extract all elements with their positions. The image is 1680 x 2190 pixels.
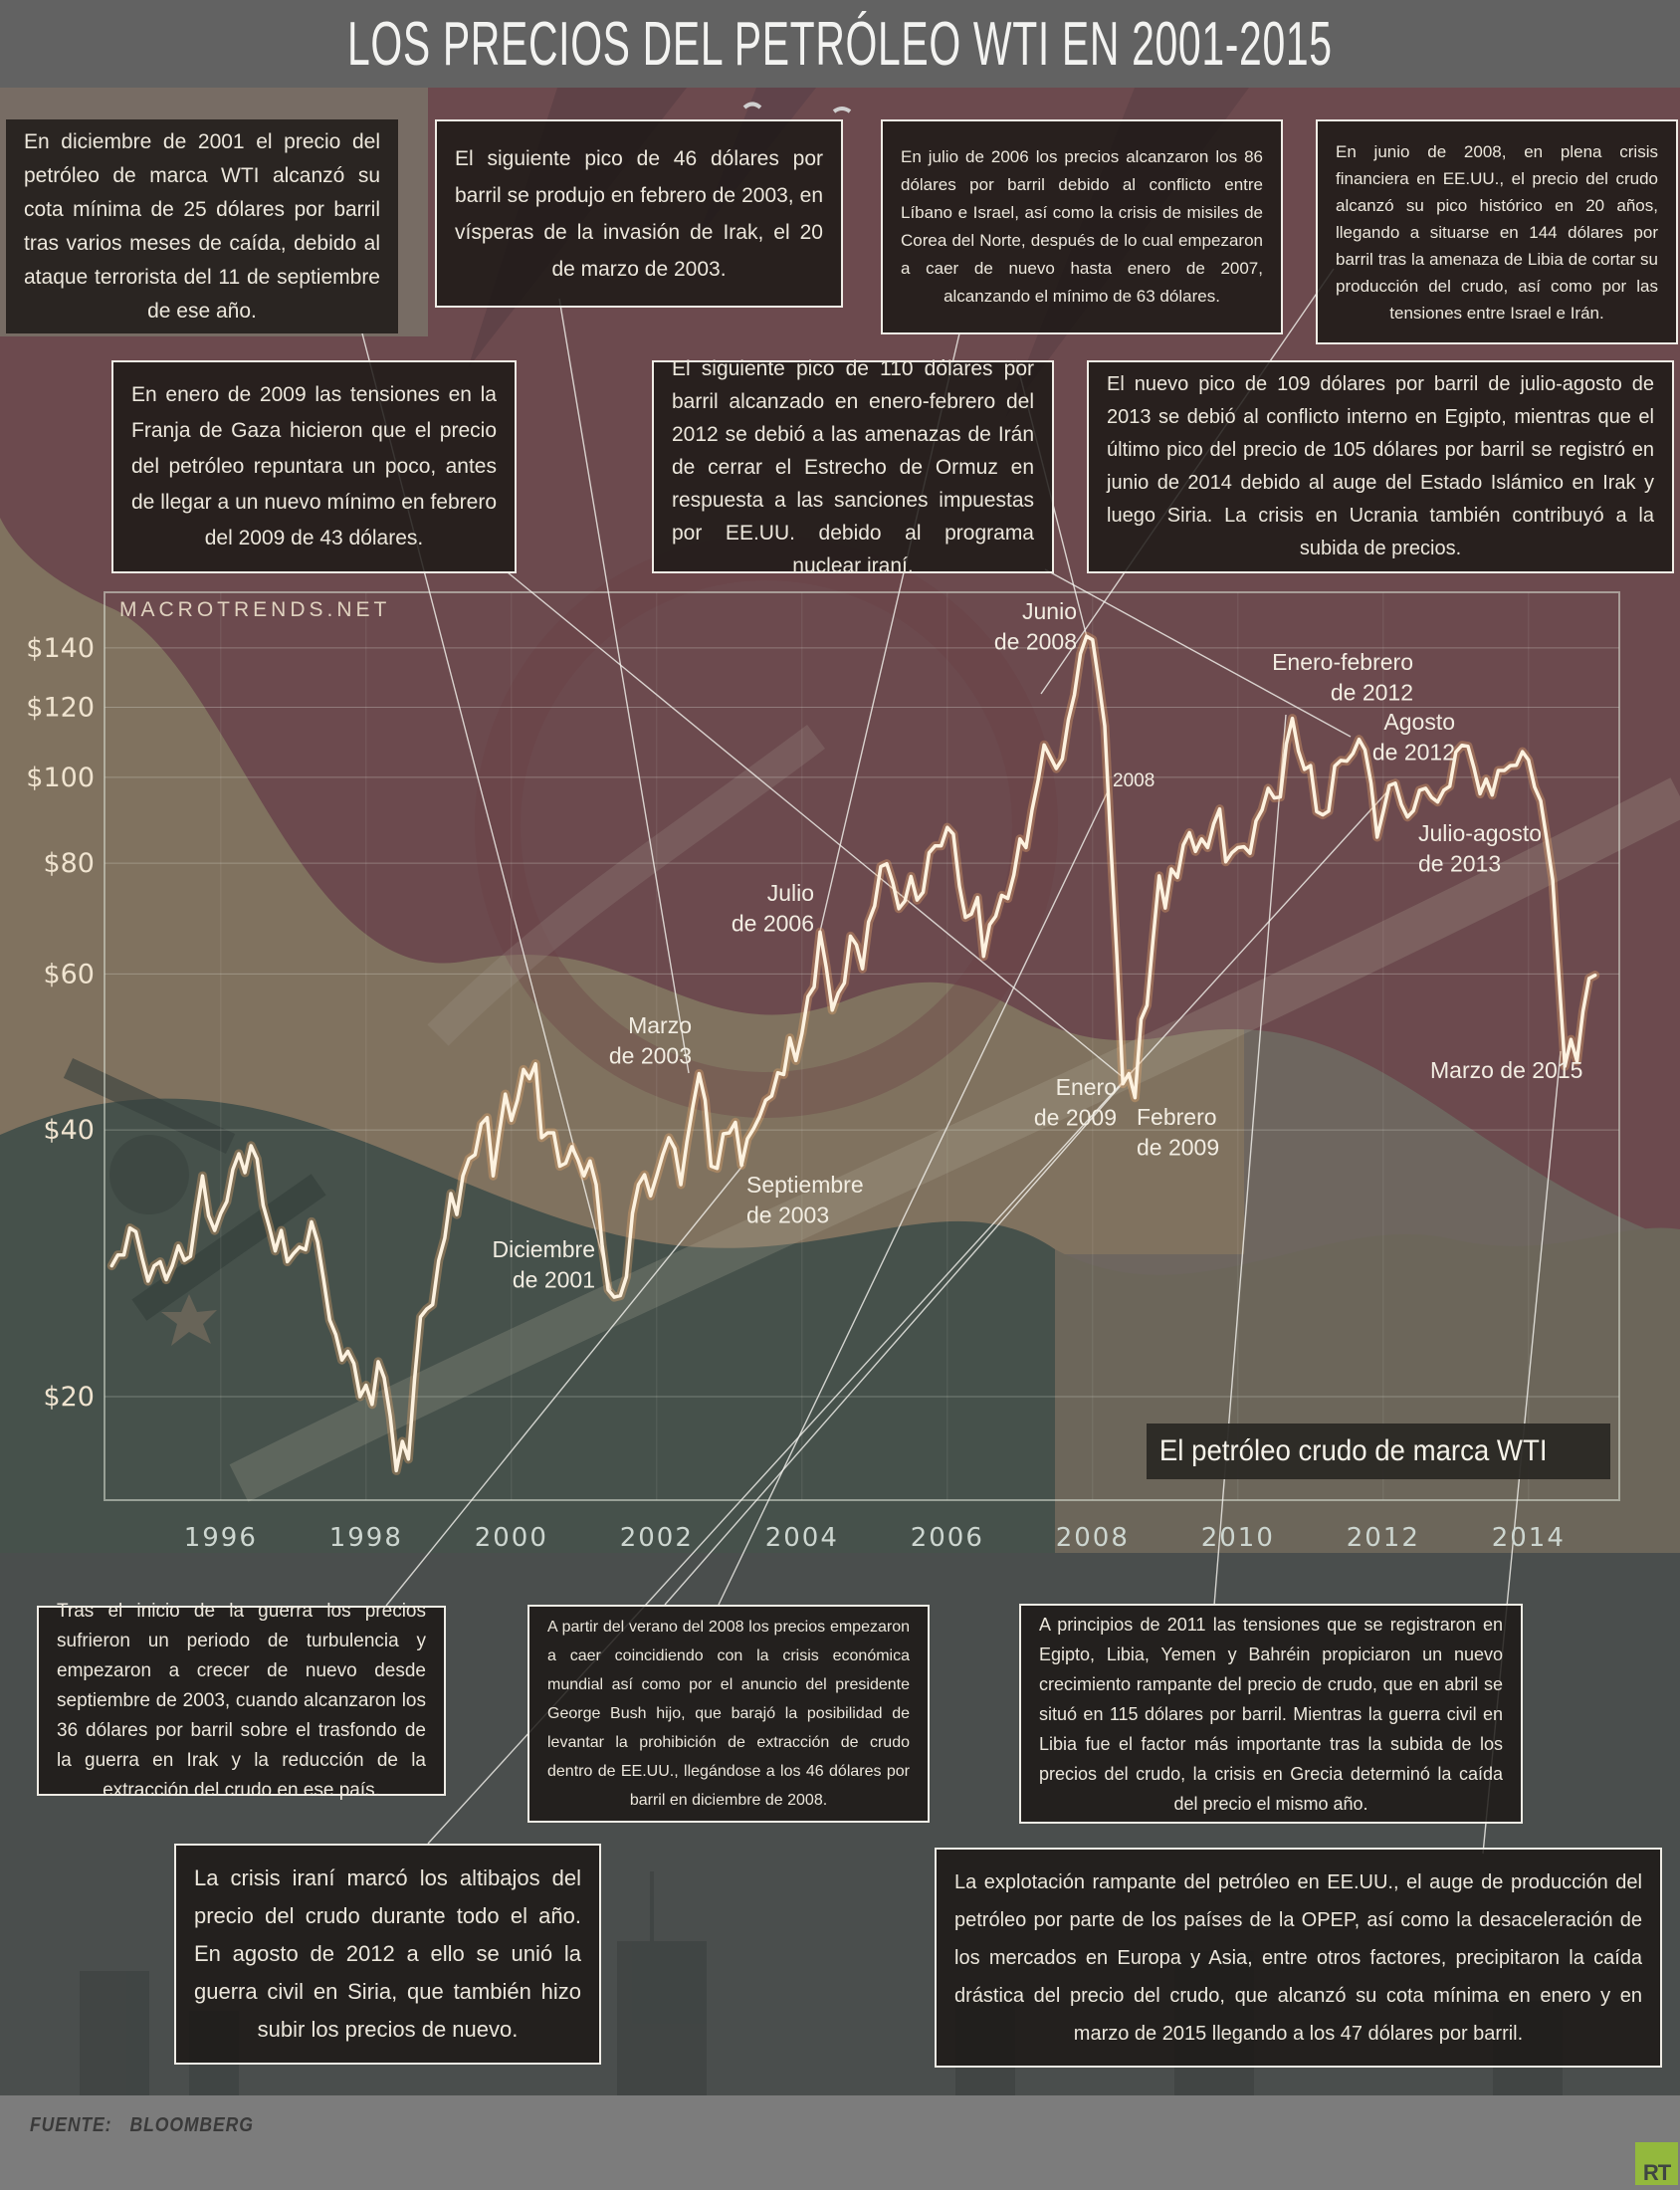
chart-annotation: Diciembre de 2001 [492,1236,595,1292]
annotation-text: El nuevo pico de 109 dólares por barril … [1107,373,1654,559]
annotation-box-2: El siguiente pico de 46 dólares por barr… [435,119,843,308]
svg-text:2002: 2002 [620,1523,694,1553]
svg-text:2014: 2014 [1492,1523,1566,1553]
svg-text:$140: $140 [26,633,95,664]
x-axis-labels: 1996 1998 2000 2002 2004 2006 2008 2010 2012 2014 [184,1523,1566,1553]
burst-silhouette [161,1294,217,1346]
annotation-text: El siguiente pico de 46 dólares por barr… [455,146,823,281]
footer-band [0,2095,1680,2190]
annotation-box-5: En enero de 2009 las tensiones en la Fra… [111,360,517,573]
svg-text:2000: 2000 [475,1523,548,1553]
source-label: FUENTE: [30,2114,112,2136]
annotation-box-8: Tras el inicio de la guerra los precios … [37,1601,446,1801]
rt-logo-text: RT [1642,2160,1671,2185]
chart-annotation: Julio de 2006 [732,880,814,936]
plot-border [104,591,1620,1501]
annotation-text: En enero de 2009 las tensiones en la Fra… [131,383,497,549]
svg-text:$100: $100 [26,763,95,793]
annotation-box-12: La explotación rampante del petróleo en … [935,1848,1662,2068]
chart-annotation: Septiembre de 2003 [746,1172,864,1227]
horizontal-gridlines [105,647,1619,1398]
annotation-text: A partir del verano del 2008 los precios… [547,1619,910,1809]
annotation-box-1: En diciembre de 2001 el precio del petró… [6,119,398,333]
svg-text:2010: 2010 [1201,1523,1275,1553]
svg-text:2004: 2004 [765,1523,839,1553]
weapon-silhouette [63,1057,236,1155]
annotation-box-10: A principios de 2011 las tensiones que s… [1019,1604,1523,1824]
chart-annotation: 2008 [1113,770,1155,791]
svg-text:1996: 1996 [184,1523,258,1553]
annotation-box-3: En julio de 2006 los precios alcanzaron … [881,119,1283,334]
annotation-text: Tras el inicio de la guerra los precios … [57,1600,426,1801]
annotation-box-6: El siguiente pico de 110 dólares por bar… [652,357,1054,577]
rt-logo: RT [1635,2142,1678,2185]
annotation-box-11: La crisis iraní marcó los altibajos del … [174,1844,601,2065]
header: LOS PRECIOS DEL PETRÓLEO WTI EN 2001-201… [0,0,1680,88]
annotation-text: En julio de 2006 los precios alcanzaron … [901,147,1263,306]
chart-annotation: Febrero de 2009 [1137,1104,1219,1160]
chart-annotation: Agosto de 2012 [1372,709,1455,765]
bird-icon [832,107,852,113]
series-label: El petróleo crudo de marca WTI [1158,1434,1548,1467]
chart-annotation: Enero-febrero de 2012 [1272,649,1413,705]
swoosh-silhouette-2 [427,724,825,1046]
annotation-text: La explotación rampante del petróleo en … [954,1870,1642,2045]
svg-text:1998: 1998 [329,1523,403,1553]
svg-text:$80: $80 [43,848,95,879]
svg-text:$120: $120 [26,692,95,723]
annotation-text: El siguiente pico de 110 dólares por bar… [672,356,1034,577]
svg-text:$40: $40 [43,1115,95,1146]
swoosh-silhouette [229,777,1680,1502]
annotation-box-7: El nuevo pico de 109 dólares por barril … [1087,360,1674,573]
y-axis-labels: $140 $120 $100 $80 $60 $40 $20 [26,633,95,1413]
weapon-silhouette [109,1135,189,1214]
svg-text:2008: 2008 [1056,1523,1130,1553]
weapon-silhouette [131,1174,326,1321]
vertical-gridlines [220,592,1530,1500]
chart-annotation: Marzo de 2015 [1430,1057,1582,1083]
annotation-box-4: En junio de 2008, en plena crisis financ… [1316,119,1678,344]
header-band [0,0,1680,88]
chart-annotations: Junio de 2008 2008 Enero-febrero de 2012Agos… [492,598,1582,1292]
chart-annotation: Marzo de 2003 [609,1012,692,1068]
series-label-box: El petróleo crudo de marca WTI [1147,1424,1610,1479]
svg-text:$20: $20 [43,1382,95,1413]
source-credit: FUENTE: BLOOMBERG [30,2114,254,2137]
macrotrends-watermark: MACROTRENDS.NET [119,598,391,621]
chart-annotation: Julio-agosto de 2013 [1418,820,1542,876]
source-value: BLOOMBERG [129,2114,254,2136]
bird-icon [742,102,762,110]
annotation-text: En diciembre de 2001 el precio del petró… [24,129,380,323]
annotation-text: A principios de 2011 las tensiones que s… [1039,1614,1503,1814]
price-line [109,634,1597,1473]
chart-annotation: Enero de 2009 [1034,1074,1117,1130]
annotation-text: En junio de 2008, en plena crisis financ… [1336,141,1658,323]
annotation-text: La crisis iraní marcó los altibajos del … [194,1865,581,2042]
svg-text:2012: 2012 [1347,1523,1420,1553]
page-title: LOS PRECIOS DEL PETRÓLEO WTI EN 2001-201… [347,9,1333,79]
chart-annotation: Junio de 2008 [994,598,1077,654]
svg-text:2006: 2006 [911,1523,984,1553]
annotation-box-9: A partir del verano del 2008 los precios… [527,1605,930,1823]
svg-text:$60: $60 [43,959,95,989]
